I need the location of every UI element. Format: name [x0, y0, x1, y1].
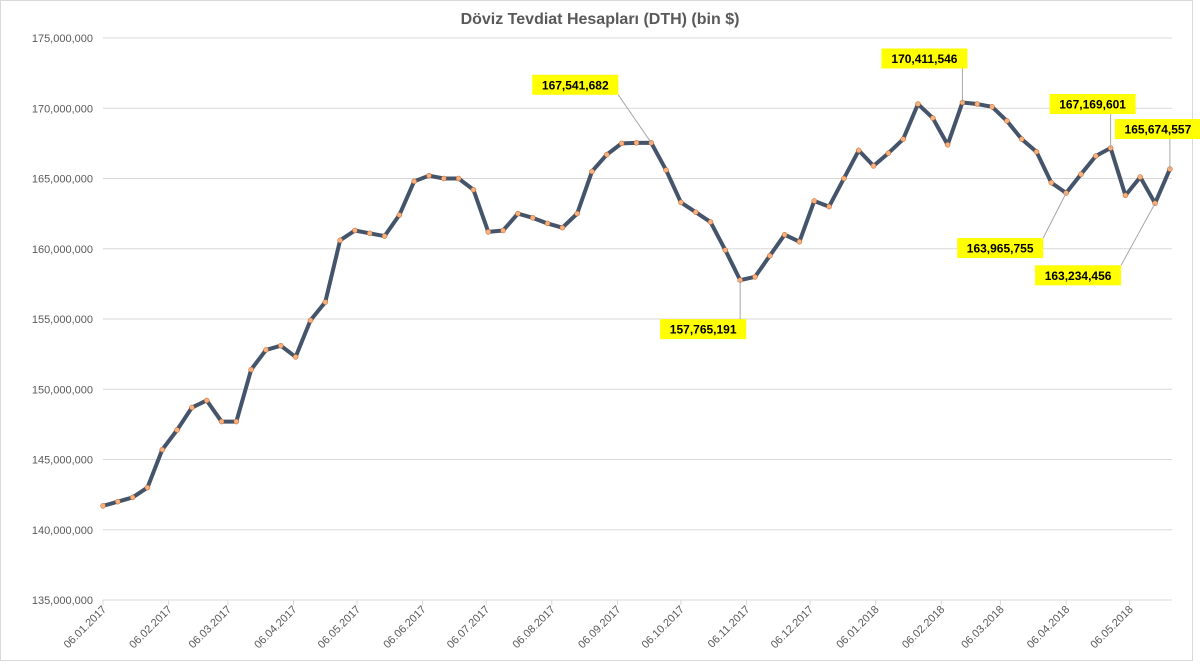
data-point — [100, 503, 106, 509]
data-point — [307, 317, 314, 324]
data-point — [263, 347, 269, 353]
data-point — [455, 175, 462, 182]
data-point — [1093, 153, 1099, 159]
data-point — [159, 446, 166, 453]
data-point — [855, 147, 862, 154]
label-leader — [1120, 203, 1156, 266]
data-point — [826, 203, 832, 210]
label-box — [660, 319, 747, 340]
data-point — [559, 224, 566, 231]
data-label: 167,169,601 — [1059, 98, 1126, 112]
label-box — [881, 48, 968, 69]
data-point — [678, 199, 684, 206]
data-label: 170,411,546 — [891, 52, 957, 66]
data-point — [1078, 171, 1084, 178]
data-point — [115, 498, 121, 505]
data-point — [604, 151, 610, 158]
label-box — [532, 74, 619, 95]
data-point — [352, 227, 358, 234]
data-point — [144, 484, 151, 491]
chart-title: Döviz Tevdiat Hesapları (DTH) (bin $) — [461, 11, 740, 28]
y-tick-label: 170,000,000 — [32, 103, 93, 115]
data-point — [618, 140, 625, 147]
data-point — [915, 101, 921, 107]
data-point — [218, 418, 225, 425]
data-point — [278, 342, 284, 349]
data-point — [129, 494, 136, 501]
data-point — [529, 215, 536, 221]
data-point — [944, 142, 951, 148]
data-point — [1137, 174, 1143, 180]
data-point — [707, 219, 714, 225]
y-tick-label: 140,000,000 — [32, 525, 93, 537]
data-point — [366, 230, 373, 237]
label-box — [1035, 265, 1122, 286]
data-point — [989, 104, 995, 110]
data-point — [692, 209, 699, 215]
data-point — [174, 427, 180, 433]
data-label: 163,234,456 — [1045, 269, 1112, 283]
data-point — [811, 198, 818, 204]
data-point — [515, 210, 521, 217]
data-point — [752, 274, 758, 280]
data-point — [381, 233, 388, 239]
data-point — [1048, 179, 1055, 186]
data-point — [767, 253, 773, 259]
data-point — [396, 212, 403, 218]
data-point — [411, 178, 417, 185]
data-point — [722, 247, 729, 253]
y-tick-label: 135,000,000 — [32, 595, 93, 607]
label-box — [1114, 119, 1200, 140]
data-point — [574, 210, 580, 217]
data-label: 163,965,755 — [967, 242, 1034, 256]
data-point — [189, 404, 195, 411]
data-point — [1033, 149, 1040, 155]
data-point — [337, 237, 343, 244]
data-point — [663, 167, 669, 173]
data-point — [544, 220, 551, 227]
data-point — [589, 168, 595, 175]
data-point — [1122, 192, 1129, 199]
data-point — [781, 231, 788, 238]
data-point — [1018, 136, 1025, 142]
data-point — [930, 115, 936, 121]
label-box — [1049, 94, 1136, 115]
data-point — [485, 229, 492, 235]
y-tick-label: 160,000,000 — [32, 244, 93, 256]
data-point — [841, 175, 847, 182]
y-tick-label: 175,000,000 — [32, 33, 93, 45]
data-point — [974, 101, 981, 107]
data-point — [796, 238, 803, 245]
data-point — [900, 136, 906, 142]
data-point — [470, 186, 477, 193]
y-tick-label: 155,000,000 — [32, 314, 93, 326]
data-label: 157,765,191 — [670, 323, 737, 337]
label-leader — [617, 94, 652, 144]
data-point — [1004, 118, 1010, 124]
data-point — [292, 354, 299, 360]
y-tick-label: 165,000,000 — [32, 174, 93, 186]
y-tick-label: 150,000,000 — [32, 384, 93, 396]
label-box — [957, 238, 1044, 259]
data-point — [426, 172, 432, 179]
data-point — [870, 163, 877, 169]
data-label: 165,674,557 — [1125, 123, 1192, 137]
data-label: 167,541,682 — [542, 78, 609, 92]
data-point — [248, 366, 254, 373]
data-point — [203, 397, 210, 404]
data-point — [885, 150, 892, 156]
data-point — [441, 175, 447, 182]
y-tick-label: 145,000,000 — [32, 455, 93, 467]
data-point — [500, 227, 506, 234]
data-point — [233, 418, 240, 425]
data-point — [322, 299, 329, 305]
data-point — [633, 140, 640, 146]
label-leader — [1042, 192, 1067, 239]
